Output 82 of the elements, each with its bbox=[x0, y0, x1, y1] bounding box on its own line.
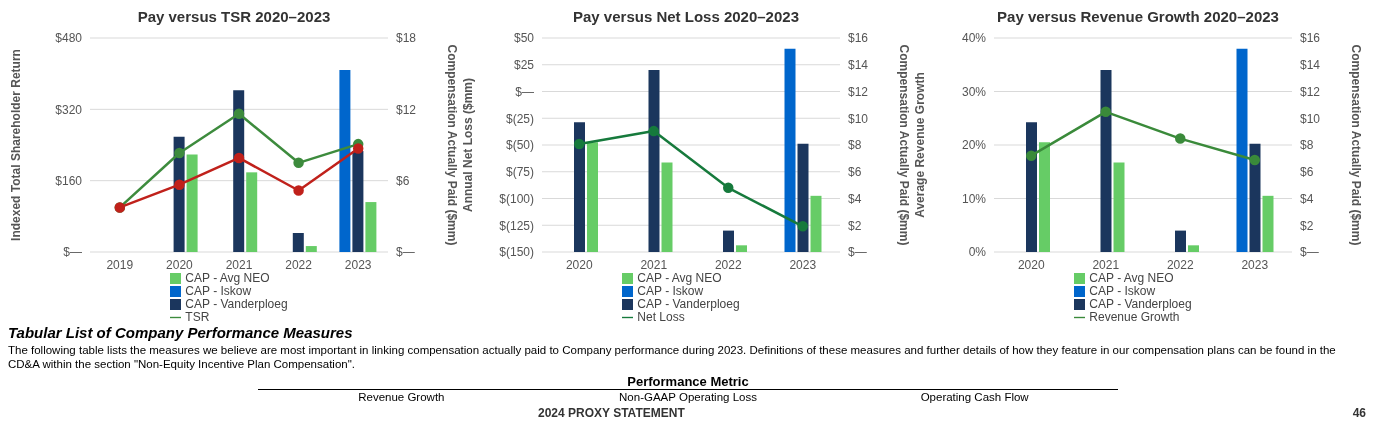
y-tick-label: $(25) bbox=[505, 111, 534, 126]
x-tick-label: 2021 bbox=[1092, 257, 1120, 272]
text: 46 bbox=[1352, 406, 1366, 420]
legend-label: CAP - Iskow bbox=[185, 284, 252, 298]
text: 2024 PROXY STATEMENT bbox=[538, 406, 685, 420]
y-tick-label: $(150) bbox=[499, 245, 534, 260]
x-tick-label: 2021 bbox=[225, 257, 253, 272]
y2-tick-label: $14 bbox=[848, 58, 869, 73]
text: Performance Metric bbox=[258, 374, 1118, 390]
x-tick-label: 2022 bbox=[1166, 257, 1194, 272]
x-tick-label: 2023 bbox=[1241, 257, 1269, 272]
y2-tick-label: $12 bbox=[848, 84, 869, 99]
text: Operating Cash Flow bbox=[919, 391, 1030, 403]
y2-tick-label: $10 bbox=[848, 111, 869, 126]
y-tick-label: $25 bbox=[513, 58, 535, 73]
y2-axis-title: Compensation Actually Paid ($mm) bbox=[444, 44, 459, 246]
legend-label: CAP - Avg NEO bbox=[1089, 271, 1174, 285]
x-tick-label: 2022 bbox=[285, 257, 313, 272]
y2-tick-label: $14 bbox=[1300, 58, 1321, 73]
y-axis-title: Average Revenue Growth bbox=[913, 72, 928, 218]
y2-tick-label: $16 bbox=[1300, 31, 1321, 46]
y2-tick-label: $8 bbox=[1300, 138, 1314, 153]
y-tick-label: $(100) bbox=[499, 191, 534, 206]
legend-label: TSR bbox=[185, 310, 210, 324]
y2-tick-label: $12 bbox=[1300, 84, 1321, 99]
y2-tick-label: $4 bbox=[1300, 191, 1314, 206]
x-tick-label: 2022 bbox=[714, 257, 742, 272]
y2-tick-label: $— bbox=[848, 245, 867, 260]
legend-label: CAP - Avg NEO bbox=[637, 271, 722, 285]
y2-tick-label: $4 bbox=[848, 191, 862, 206]
x-tick-label: 2020 bbox=[166, 257, 194, 272]
y-tick-label: 30% bbox=[961, 84, 987, 99]
y2-axis-title: Compensation Actually Paid ($mm) bbox=[1348, 44, 1363, 246]
x-tick-label: 2021 bbox=[640, 257, 668, 272]
legend-label: Revenue Growth bbox=[1089, 310, 1180, 324]
y2-tick-label: $10 bbox=[1300, 111, 1321, 126]
y-tick-label: $160 bbox=[55, 173, 83, 188]
legend-label: Net Loss bbox=[637, 310, 685, 324]
y-tick-label: 10% bbox=[961, 191, 987, 206]
y-tick-label: $— bbox=[63, 245, 82, 260]
y-tick-label: $(50) bbox=[505, 138, 534, 153]
y2-tick-label: $6 bbox=[396, 173, 410, 188]
y-axis-title: Annual Net Loss ($mm) bbox=[461, 77, 476, 213]
legend-label: CAP - Vanderploeg bbox=[637, 297, 740, 311]
legend-label: CAP - Vanderploeg bbox=[185, 297, 288, 311]
y2-tick-label: $6 bbox=[1300, 165, 1314, 180]
legend-label: CAP - Vanderploeg bbox=[1089, 297, 1192, 311]
x-tick-label: 2020 bbox=[1017, 257, 1045, 272]
chart-title: Pay versus Revenue Growth 2020–2023 bbox=[996, 8, 1280, 27]
y2-tick-label: $— bbox=[396, 245, 415, 260]
y2-tick-label: $2 bbox=[1300, 218, 1314, 233]
y-tick-label: $— bbox=[515, 84, 534, 99]
y2-tick-label: $16 bbox=[848, 31, 869, 46]
y2-tick-label: $12 bbox=[396, 102, 417, 117]
chart-title: Pay versus TSR 2020–2023 bbox=[136, 8, 332, 27]
x-tick-label: 2023 bbox=[344, 257, 372, 272]
chart-title: Pay versus Net Loss 2020–2023 bbox=[572, 8, 800, 27]
x-tick-label: 2020 bbox=[565, 257, 593, 272]
y2-tick-label: $2 bbox=[848, 218, 862, 233]
y-tick-label: 20% bbox=[961, 138, 987, 153]
y-tick-label: 0% bbox=[968, 245, 987, 260]
y2-tick-label: $18 bbox=[396, 31, 417, 46]
x-tick-label: 2019 bbox=[106, 257, 134, 272]
y-tick-label: $480 bbox=[55, 31, 83, 46]
text: Tabular List of Company Performance Measures bbox=[8, 324, 354, 341]
text: Revenue Growth bbox=[357, 391, 446, 403]
y-tick-label: 40% bbox=[961, 31, 987, 46]
y2-tick-label: $6 bbox=[848, 165, 862, 180]
legend-label: CAP - Avg NEO bbox=[185, 271, 270, 285]
y-tick-label: $50 bbox=[513, 31, 535, 46]
legend-label: CAP - Iskow bbox=[637, 284, 704, 298]
y-tick-label: $(125) bbox=[499, 218, 534, 233]
y2-axis-title: Compensation Actually Paid ($mm) bbox=[896, 44, 911, 246]
y-tick-label: $320 bbox=[55, 102, 83, 117]
text: Non-GAAP Operating Loss bbox=[618, 391, 758, 403]
y2-tick-label: $— bbox=[1300, 245, 1319, 260]
y-tick-label: $(75) bbox=[505, 165, 534, 180]
y-axis-title: Indexed Total Shareholder Return bbox=[9, 49, 24, 241]
text: The following table lists the measures we believe are most important in linking compensation actually paid to Company performance during 2023. Definitions of these measures and further details of how they feature in our compensation plans can be found in the CD&A within the section "Non-Equity Incentive Plan Compensation". bbox=[8, 343, 1337, 371]
y2-tick-label: $8 bbox=[848, 138, 862, 153]
legend-label: CAP - Iskow bbox=[1089, 284, 1156, 298]
x-tick-label: 2023 bbox=[789, 257, 817, 272]
